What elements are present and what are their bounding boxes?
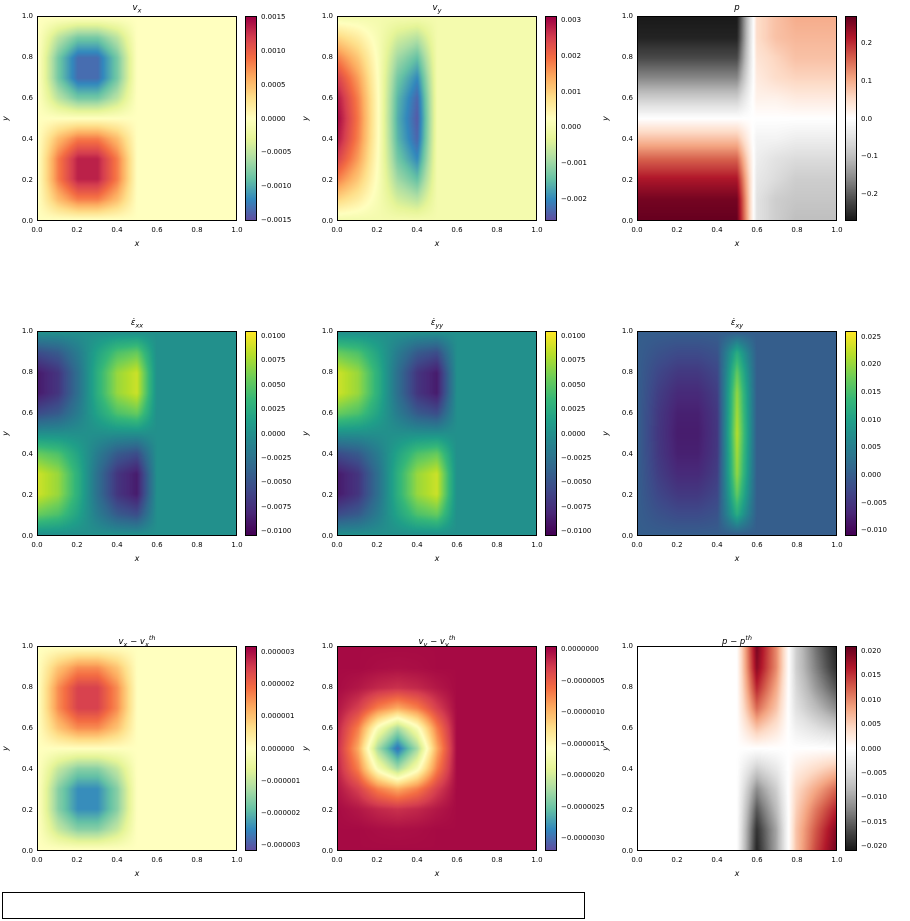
plot-title: ε̇xy: [730, 318, 744, 330]
plot-title: ε̇yy: [430, 318, 444, 330]
x-axis-label: x: [134, 869, 140, 878]
colorbar-canvas: [845, 646, 857, 851]
y-tick-labels: 0.0 0.2 0.4 0.6 0.8 1.0: [621, 327, 633, 540]
heatmap-canvas: [637, 331, 837, 536]
heatmap-canvas: [637, 646, 837, 851]
heatmap-canvas: [637, 16, 837, 221]
heatmap-canvas: [337, 16, 537, 221]
y-tick-labels: 0.0 0.2 0.4 0.6 0.8 1.0: [621, 642, 633, 855]
x-axis-label: x: [434, 869, 440, 878]
colorbar-tick-labels: 0.025 0.020 0.015 0.010 0.005 0.000 −0.005 −0.0…: [861, 332, 887, 535]
y-tick-labels: 0.0 0.2 0.4 0.6 0.8 1.0: [321, 327, 333, 540]
colorbar-tick-labels: 0.0100 0.0075 0.0050 0.0025 0.0000 −0.0025 −0.…: [561, 331, 592, 536]
colorbar-canvas: [245, 331, 257, 536]
subplot-exy: ε̇xy y 0.0 0.2 0.4 0.6 0.8 1.0 0.0 0.2 0.4 0.6 0.…: [600, 317, 900, 579]
colorbar-canvas: [545, 646, 557, 851]
colorbar-tick-labels: 0.000003 0.000002 0.000001 0.000000 −0.00000…: [261, 648, 301, 849]
x-tick-labels: 0.0 0.2 0.4 0.6 0.8 1.0: [331, 541, 543, 549]
caption-box: [2, 892, 585, 919]
subplot-p-error: p − pth y 0.0 0.2 0.4 0.6 0.8 1.0 0.0 0.2 0.4 0.…: [600, 632, 900, 894]
subplot-vx: vx y 0.0 0.2 0.4 0.6 0.8 1.0 0.0 0.2 0.4 0.6 0.8 1…: [0, 2, 300, 264]
colorbar-tick-labels: 0.0015 0.0010 0.0005 0.0000 −0.0005 −0.0010 −0…: [261, 13, 292, 224]
y-tick-labels: 0.0 0.2 0.4 0.6 0.8 1.0: [21, 642, 33, 855]
colorbar-tick-labels: 0.2 0.1 0.0 −0.1 −0.2: [861, 38, 878, 199]
heatmap-canvas: [37, 646, 237, 851]
y-tick-labels: 0.0 0.2 0.4 0.6 0.8 1.0: [321, 12, 333, 225]
colorbar-tick-labels: 0.003 0.002 0.001 0.000 −0.001 −0.002: [561, 15, 587, 204]
subplot-p: p y 0.0 0.2 0.4 0.6 0.8 1.0 0.0 0.2 0.4 0.6 0.8 1.…: [600, 2, 900, 264]
x-axis-label: x: [134, 239, 140, 248]
subplot-vy: vy y 0.0 0.2 0.4 0.6 0.8 1.0 0.0 0.2 0.4 0.6 0.8 1…: [300, 2, 600, 264]
subplot-vx-error: vx − vxth y 0.0 0.2 0.4 0.6 0.8 1.0 0.0 0.2 0.4…: [0, 632, 300, 894]
subplot-eyy: ε̇yy y 0.0 0.2 0.4 0.6 0.8 1.0 0.0 0.2 0.4 0.6 0.…: [300, 317, 600, 579]
x-axis-label: x: [134, 554, 140, 563]
heatmap-canvas: [37, 331, 237, 536]
heatmap-canvas: [37, 16, 237, 221]
x-tick-labels: 0.0 0.2 0.4 0.6 0.8 1.0: [331, 856, 543, 864]
x-tick-labels: 0.0 0.2 0.4 0.6 0.8 1.0: [31, 541, 243, 549]
colorbar-canvas: [545, 16, 557, 221]
y-tick-labels: 0.0 0.2 0.4 0.6 0.8 1.0: [621, 12, 633, 225]
x-tick-labels: 0.0 0.2 0.4 0.6 0.8 1.0: [631, 541, 843, 549]
heatmap-canvas: [337, 331, 537, 536]
x-axis-label: x: [734, 869, 740, 878]
colorbar-canvas: [845, 331, 857, 536]
x-tick-labels: 0.0 0.2 0.4 0.6 0.8 1.0: [331, 226, 543, 234]
subplot-vy-error: vy − vyth y 0.0 0.2 0.4 0.6 0.8 1.0 0.0 0.2 0.4…: [300, 632, 605, 894]
colorbar-tick-labels: 0.0000000 −0.0000005 −0.0000010 −0.0000015−…: [561, 645, 605, 843]
plot-title: vy: [432, 3, 442, 15]
plot-title: ε̇xx: [130, 318, 144, 330]
colorbar-canvas: [845, 16, 857, 221]
y-tick-labels: 0.0 0.2 0.4 0.6 0.8 1.0: [21, 327, 33, 540]
x-axis-label: x: [434, 554, 440, 563]
plot-title: p − pth: [721, 634, 752, 647]
x-axis-label: x: [434, 239, 440, 248]
plot-title: vx: [132, 3, 142, 15]
heatmap-canvas: [337, 646, 537, 851]
colorbar-canvas: [245, 16, 257, 221]
x-tick-labels: 0.0 0.2 0.4 0.6 0.8 1.0: [631, 856, 843, 864]
colorbar-canvas: [545, 331, 557, 536]
x-tick-labels: 0.0 0.2 0.4 0.6 0.8 1.0: [31, 856, 243, 864]
colorbar-canvas: [245, 646, 257, 851]
plot-title: vx − vxth: [118, 634, 156, 649]
subplot-exx: ε̇xx y 0.0 0.2 0.4 0.6 0.8 1.0 0.0 0.2 0.4 0.6 0.…: [0, 317, 300, 579]
x-tick-labels: 0.0 0.2 0.4 0.6 0.8 1.0: [631, 226, 843, 234]
x-axis-label: x: [734, 239, 740, 248]
x-tick-labels: 0.0 0.2 0.4 0.6 0.8 1.0: [31, 226, 243, 234]
colorbar-tick-labels: 0.020 0.015 0.010 0.005 0.000 −0.005 −0.010 −0.…: [861, 646, 887, 851]
colorbar-tick-labels: 0.0100 0.0075 0.0050 0.0025 0.0000 −0.0025 −0.…: [261, 331, 292, 536]
plot-title: vy − vyth: [418, 634, 456, 649]
y-tick-labels: 0.0 0.2 0.4 0.6 0.8 1.0: [21, 12, 33, 225]
y-tick-labels: 0.0 0.2 0.4 0.6 0.8 1.0: [321, 642, 333, 855]
x-axis-label: x: [734, 554, 740, 563]
figure-grid: vx y 0.0 0.2 0.4 0.6 0.8 1.0 0.0 0.2 0.4 0.6 0.8 1…: [0, 2, 910, 890]
plot-title: p: [734, 3, 740, 13]
